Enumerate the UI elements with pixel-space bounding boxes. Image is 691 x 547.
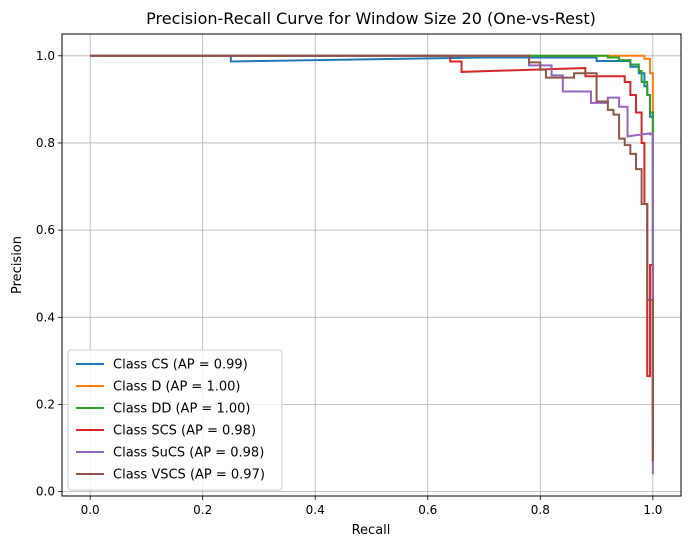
x-axis-label: Recall bbox=[352, 523, 391, 538]
x-tick-label: 0.0 bbox=[81, 503, 100, 517]
legend-entry-label: Class CS (AP = 0.99) bbox=[113, 358, 248, 373]
y-tick-label: 0.8 bbox=[36, 136, 55, 150]
legend-entry-label: Class D (AP = 1.00) bbox=[113, 380, 240, 395]
legend-box bbox=[67, 349, 283, 491]
x-tick-label: 0.2 bbox=[193, 503, 212, 517]
x-tick-label: 1.0 bbox=[643, 503, 662, 517]
series-line-5 bbox=[90, 54, 654, 462]
y-tick-label: 1.0 bbox=[36, 49, 55, 63]
y-tick-label: 0.6 bbox=[36, 223, 55, 237]
series-line-3 bbox=[90, 54, 654, 462]
y-tick-label: 0.2 bbox=[36, 397, 55, 411]
y-tick-label: 0.0 bbox=[36, 485, 55, 499]
legend-entry-label: Class SuCS (AP = 0.98) bbox=[113, 446, 264, 461]
legend-entry-label: Class VSCS (AP = 0.97) bbox=[113, 468, 265, 483]
x-tick-label: 0.8 bbox=[531, 503, 550, 517]
y-axis-label: Precision bbox=[10, 236, 25, 294]
legend-entry-label: Class SCS (AP = 0.98) bbox=[113, 424, 256, 439]
x-tick-label: 0.4 bbox=[306, 503, 325, 517]
legend-entry-label: Class DD (AP = 1.00) bbox=[113, 402, 250, 417]
series-line-1 bbox=[90, 54, 654, 435]
axis-ticks: 0.0 0.2 0.4 0.6 0.8 1.0 0.0 0.2 0.4 0.6 0.8 1.0 bbox=[36, 49, 663, 517]
series-lines bbox=[90, 54, 654, 475]
legend: Class CS (AP = 0.99) Class D (AP = 1.00) C… bbox=[67, 349, 283, 491]
x-tick-label: 0.6 bbox=[418, 503, 437, 517]
chart-title: Precision-Recall Curve for Window Size 2… bbox=[146, 9, 596, 28]
plot-frame bbox=[61, 33, 682, 497]
series-line-2 bbox=[90, 54, 654, 444]
y-tick-label: 0.4 bbox=[36, 310, 55, 324]
